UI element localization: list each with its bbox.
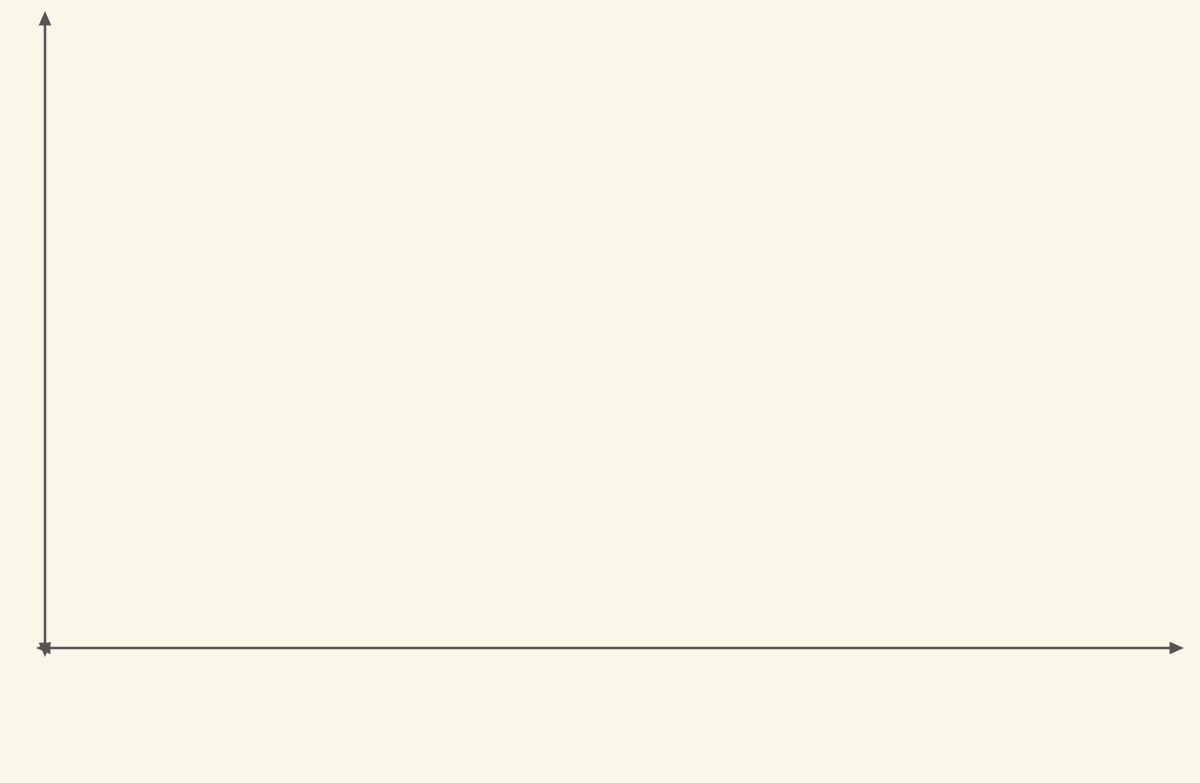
hype-cycle-chart <box>0 0 1200 783</box>
chart-background <box>0 0 1200 783</box>
